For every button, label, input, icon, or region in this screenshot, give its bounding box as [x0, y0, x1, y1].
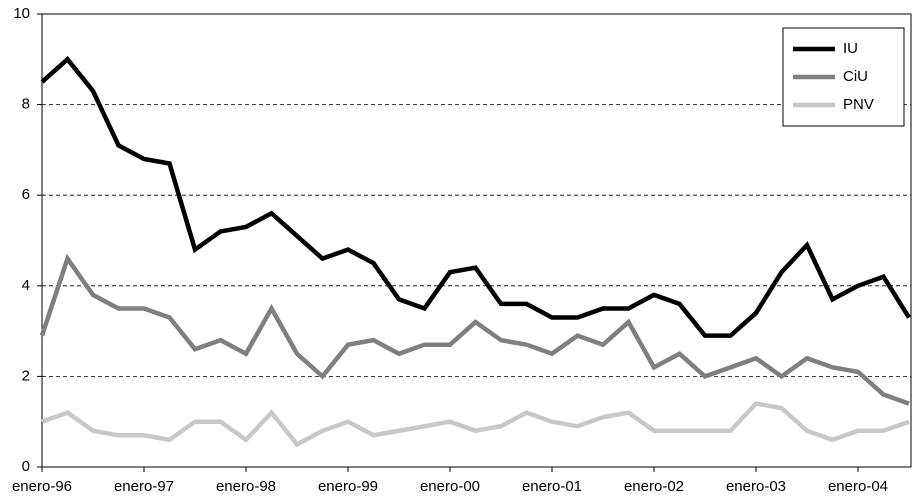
line-series — [39, 253, 910, 406]
x-tick-label: enero-98 — [216, 478, 276, 495]
line-series — [41, 401, 910, 448]
x-tick-label: enero-99 — [318, 478, 378, 495]
legend-label: PNV — [843, 96, 874, 113]
x-tick-label: enero-96 — [12, 478, 72, 495]
y-tick-label: 4 — [22, 277, 30, 294]
x-tick-label: enero-01 — [522, 478, 582, 495]
x-tick-label: enero-03 — [726, 478, 786, 495]
y-tick-label: 0 — [22, 458, 30, 475]
y-tick-label: 6 — [22, 186, 30, 203]
y-tick-label: 2 — [22, 367, 30, 384]
plot-area — [41, 13, 912, 468]
y-tick-label: 8 — [22, 96, 30, 113]
y-tick-label: 10 — [13, 5, 30, 22]
legend-label: IU — [843, 40, 858, 57]
x-tick-label: enero-00 — [420, 478, 480, 495]
line-series — [40, 56, 911, 338]
x-tick-label: enero-97 — [114, 478, 174, 495]
x-tick-label: enero-04 — [828, 478, 888, 495]
x-tick-label: enero-02 — [624, 478, 684, 495]
legend-label: CiU — [843, 68, 868, 85]
